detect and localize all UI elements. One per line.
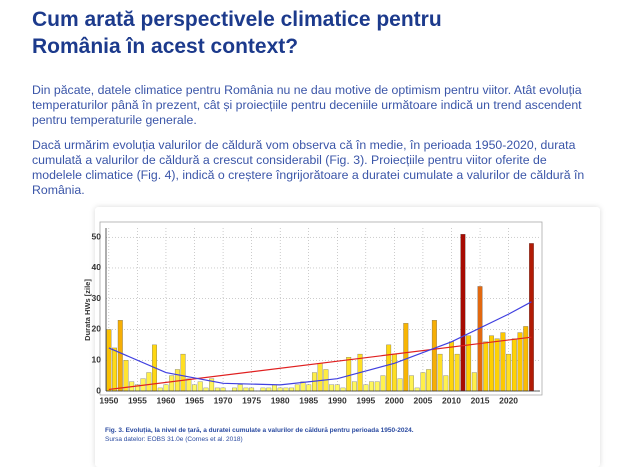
- bar: [460, 234, 466, 392]
- y-tick-label: 0: [96, 385, 101, 395]
- x-tick-label: 1970: [214, 395, 233, 405]
- bar: [489, 335, 494, 392]
- y-tick-label: 40: [92, 262, 102, 272]
- x-tick-label: 1985: [299, 395, 318, 405]
- bar: [431, 320, 437, 392]
- bar: [157, 387, 163, 392]
- x-tick-label: 1950: [99, 395, 118, 405]
- bar: [443, 375, 449, 392]
- y-axis-label: Durata HWs [zile]: [83, 279, 92, 341]
- bar: [203, 387, 209, 392]
- source: Sursa datelor: EOBS 31.0e (Cornes et al.…: [105, 436, 243, 443]
- bar: [374, 381, 380, 392]
- bar: [351, 381, 357, 392]
- trend-line: [108, 336, 532, 391]
- bar: [146, 372, 152, 392]
- bar: [403, 323, 409, 392]
- bar: [163, 384, 169, 392]
- bar: [477, 286, 483, 392]
- x-tick-label: 2010: [442, 395, 461, 405]
- bar: [283, 387, 289, 392]
- bar: [180, 353, 186, 392]
- bar: [420, 372, 426, 392]
- bar: [529, 243, 534, 392]
- bar: [117, 320, 123, 392]
- bar: [186, 378, 192, 392]
- paragraph: Din păcate, datele climatice pentru Româ…: [32, 83, 582, 127]
- bar: [386, 344, 392, 392]
- x-tick-label: 1980: [271, 395, 290, 405]
- x-tick-label: 2000: [385, 395, 404, 405]
- bar: [471, 372, 477, 392]
- caption: Fig. 3. Evoluția, la nivel de țară, a du…: [105, 427, 414, 434]
- paragraph: Dacă urmărim evoluția valurilor de căldu…: [32, 138, 585, 197]
- bar: [249, 387, 255, 392]
- x-tick-label: 1975: [242, 395, 261, 405]
- bar: [214, 387, 220, 392]
- bar: [426, 369, 432, 392]
- bar: [483, 341, 489, 392]
- bar: [243, 387, 249, 392]
- bar: [106, 329, 112, 392]
- x-tick-label: 1995: [356, 395, 375, 405]
- bar: [454, 353, 460, 392]
- x-tick-label: 2005: [413, 395, 432, 405]
- title: Cum arată perspectivele climatice pentru…: [32, 8, 442, 58]
- bar: [414, 387, 420, 392]
- bar: [294, 384, 300, 392]
- bar: [334, 384, 340, 392]
- bar: [466, 335, 472, 392]
- trend-line: [108, 301, 532, 386]
- bar: [272, 384, 277, 392]
- bar: [369, 381, 374, 392]
- bar: [506, 353, 512, 392]
- x-tick-label: 1965: [185, 395, 204, 405]
- bar: [237, 384, 243, 392]
- bar: [391, 353, 397, 392]
- y-tick-label: 20: [92, 324, 102, 334]
- bar: [232, 387, 237, 392]
- bar: [449, 341, 454, 392]
- bar: [397, 378, 403, 392]
- x-tick-label: 1955: [128, 395, 147, 405]
- bar: [380, 375, 386, 392]
- bar: [317, 363, 323, 392]
- bar: [346, 357, 352, 392]
- bar: [306, 384, 312, 392]
- bar: [169, 375, 175, 392]
- bar: [363, 384, 369, 392]
- y-tick-label: 10: [92, 354, 102, 364]
- y-tick-label: 30: [92, 293, 102, 303]
- bar: [511, 338, 517, 392]
- bar: [523, 326, 529, 392]
- bar: [409, 375, 414, 392]
- bar: [197, 381, 203, 392]
- bar: [437, 353, 443, 392]
- bar: [494, 338, 500, 392]
- bar: [289, 387, 295, 392]
- x-tick-label: 2020: [499, 395, 518, 405]
- x-tick-label: 1990: [328, 395, 347, 405]
- bar: [112, 347, 117, 392]
- y-tick-label: 50: [92, 231, 102, 241]
- x-tick-label: 2015: [471, 395, 490, 405]
- bar: [277, 387, 283, 392]
- x-tick-label: 1960: [156, 395, 175, 405]
- bar: [266, 387, 272, 392]
- bar: [340, 387, 346, 392]
- bar: [329, 384, 335, 392]
- bar: [260, 387, 266, 392]
- bar: [123, 360, 129, 392]
- bar: [517, 332, 523, 392]
- bar: [220, 387, 226, 392]
- bar: [192, 384, 197, 392]
